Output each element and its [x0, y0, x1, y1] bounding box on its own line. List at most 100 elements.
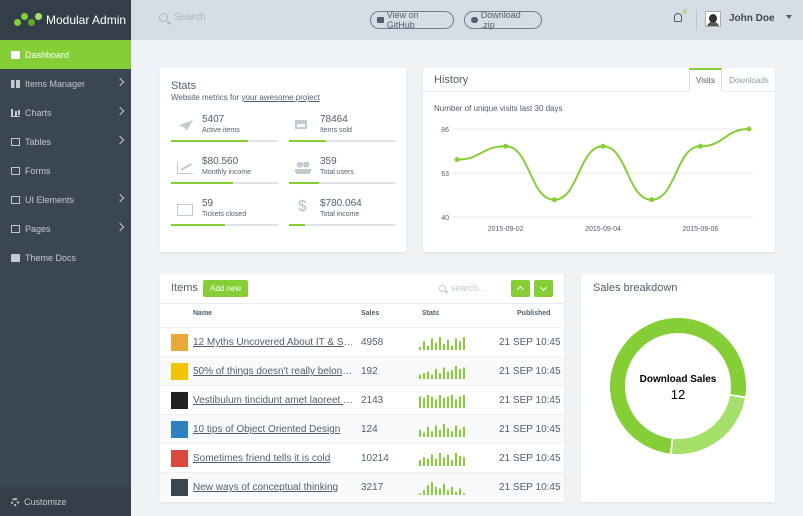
- item-sparkline: [419, 424, 465, 437]
- tab-visits[interactable]: Visits: [689, 68, 722, 92]
- table-row[interactable]: Sometimes friend tells it is cold 10214 21…: [160, 443, 564, 472]
- github-button[interactable]: View on GitHub: [370, 10, 454, 30]
- x-tick-label: 2015-09-04: [585, 226, 621, 233]
- item-sales: 192: [361, 366, 378, 377]
- sidebar-item-dashboard[interactable]: Dashboard: [0, 40, 131, 69]
- spark-bar: [451, 460, 453, 466]
- stat-item: $ $780.064 Total income: [289, 198, 396, 234]
- avatar[interactable]: [705, 11, 721, 27]
- sort-up-button[interactable]: [511, 280, 530, 297]
- spark-bar: [427, 371, 429, 379]
- sidebar-item-label: Charts: [25, 107, 52, 118]
- stat-label: Active items: [202, 127, 240, 134]
- sort-down-button[interactable]: [534, 280, 553, 297]
- add-new-button[interactable]: Add new: [203, 280, 249, 297]
- spark-bar: [439, 488, 441, 495]
- item-sparkline: [419, 482, 465, 495]
- tab-downloads[interactable]: Downloads: [729, 75, 769, 85]
- app-title: Modular Admin: [46, 13, 127, 27]
- sidebar-item-pages[interactable]: Pages: [0, 214, 131, 243]
- history-card: History Visits Downloads Number of uniqu…: [423, 68, 775, 252]
- spark-bar: [455, 453, 457, 466]
- notification-count: 8: [683, 9, 687, 16]
- table-icon: [11, 137, 20, 146]
- sales-donut-chart: [610, 318, 746, 454]
- column-header-published: Published: [517, 310, 551, 317]
- search-input[interactable]: Search: [159, 12, 206, 23]
- item-sales: 4958: [361, 337, 384, 348]
- chevron-right-icon: [115, 135, 125, 145]
- table-row[interactable]: Vestibulum tincidunt amet laoreet mauris…: [160, 385, 564, 414]
- brand[interactable]: Modular Admin: [0, 0, 131, 40]
- customize-button[interactable]: Customize: [0, 487, 131, 516]
- item-thumbnail[interactable]: [171, 334, 188, 351]
- spark-bar: [431, 374, 433, 379]
- item-thumbnail[interactable]: [171, 363, 188, 380]
- user-name[interactable]: John Doe: [729, 13, 775, 24]
- item-thumbnail[interactable]: [171, 421, 188, 438]
- spark-bar: [439, 429, 441, 437]
- stat-label: Total users: [320, 169, 354, 176]
- ticket-icon: [177, 204, 193, 216]
- stats-subtitle-link[interactable]: your awesome project: [241, 93, 320, 102]
- data-point: [746, 126, 752, 132]
- y-tick-label: 40: [441, 215, 449, 222]
- spark-bar: [443, 397, 445, 408]
- stat-progress-bar: [289, 224, 396, 226]
- spark-bar: [455, 425, 457, 437]
- table-row[interactable]: 10 tips of Object Oriented Design 124 21 S…: [160, 414, 564, 443]
- sidebar-item-label: Forms: [25, 165, 51, 176]
- spark-bar: [451, 370, 453, 379]
- item-name-link[interactable]: Vestibulum tincidunt amet laoreet mauris…: [193, 395, 356, 406]
- spark-bar: [435, 486, 437, 495]
- bell-icon[interactable]: [674, 13, 682, 22]
- customize-label: Customize: [24, 496, 67, 507]
- sidebar: Modular Admin Dashboard Items Manager Char…: [0, 0, 131, 516]
- item-name-link[interactable]: New ways of conceptual thinking: [193, 482, 339, 493]
- data-point: [649, 197, 655, 203]
- sidebar-item-tables[interactable]: Tables: [0, 127, 131, 156]
- spark-bar: [447, 490, 449, 495]
- spark-bar: [443, 457, 445, 466]
- spark-bar: [431, 482, 433, 495]
- spark-bar: [419, 374, 421, 379]
- sidebar-item-ui-elements[interactable]: UI Elements: [0, 185, 131, 214]
- item-name-link[interactable]: 50% of things doesn't really belong to y…: [193, 366, 356, 377]
- item-name-link[interactable]: 10 tips of Object Oriented Design: [193, 424, 341, 435]
- stat-value: 5407: [202, 114, 225, 125]
- sidebar-item-theme-docs[interactable]: Theme Docs: [0, 243, 131, 272]
- sidebar-item-items-manager[interactable]: Items Manager: [0, 69, 131, 98]
- spark-bar: [435, 368, 437, 379]
- stat-item: 359 Total users: [289, 156, 396, 192]
- history-subtitle: Number of unique visits last 30 days: [434, 104, 563, 113]
- chevron-right-icon: [115, 77, 125, 87]
- donut-center-value: 12: [670, 387, 686, 402]
- caret-down-icon[interactable]: [786, 15, 792, 19]
- spark-bar: [463, 493, 465, 495]
- item-thumbnail[interactable]: [171, 450, 188, 467]
- item-name-link[interactable]: 12 Myths Uncovered About IT & Software: [193, 337, 356, 348]
- sidebar-item-label: Items Manager: [25, 78, 86, 89]
- grid-icon: [11, 79, 20, 88]
- item-sales: 3217: [361, 482, 384, 493]
- column-header-sales: Sales: [361, 310, 380, 317]
- items-search-input[interactable]: search...: [439, 283, 486, 293]
- chevron-right-icon: [115, 222, 125, 232]
- item-sales: 124: [361, 424, 378, 435]
- spark-bar: [455, 491, 457, 495]
- sidebar-item-forms[interactable]: Forms: [0, 156, 131, 185]
- spark-bar: [459, 341, 461, 350]
- cloud-download-icon: [471, 17, 478, 23]
- table-row[interactable]: 12 Myths Uncovered About IT & Software 49…: [160, 327, 564, 356]
- download-button[interactable]: Download .zip: [464, 10, 542, 30]
- spark-bar: [459, 396, 461, 408]
- table-row[interactable]: New ways of conceptual thinking 3217 21 SE…: [160, 472, 564, 501]
- item-name-link[interactable]: Sometimes friend tells it is cold: [193, 453, 331, 464]
- table-row[interactable]: 50% of things doesn't really belong to y…: [160, 356, 564, 385]
- github-icon: [377, 17, 384, 23]
- stat-progress-fill: [171, 140, 249, 142]
- sidebar-item-charts[interactable]: Charts: [0, 98, 131, 127]
- spark-bar: [431, 454, 433, 466]
- item-thumbnail[interactable]: [171, 392, 188, 409]
- item-thumbnail[interactable]: [171, 479, 188, 496]
